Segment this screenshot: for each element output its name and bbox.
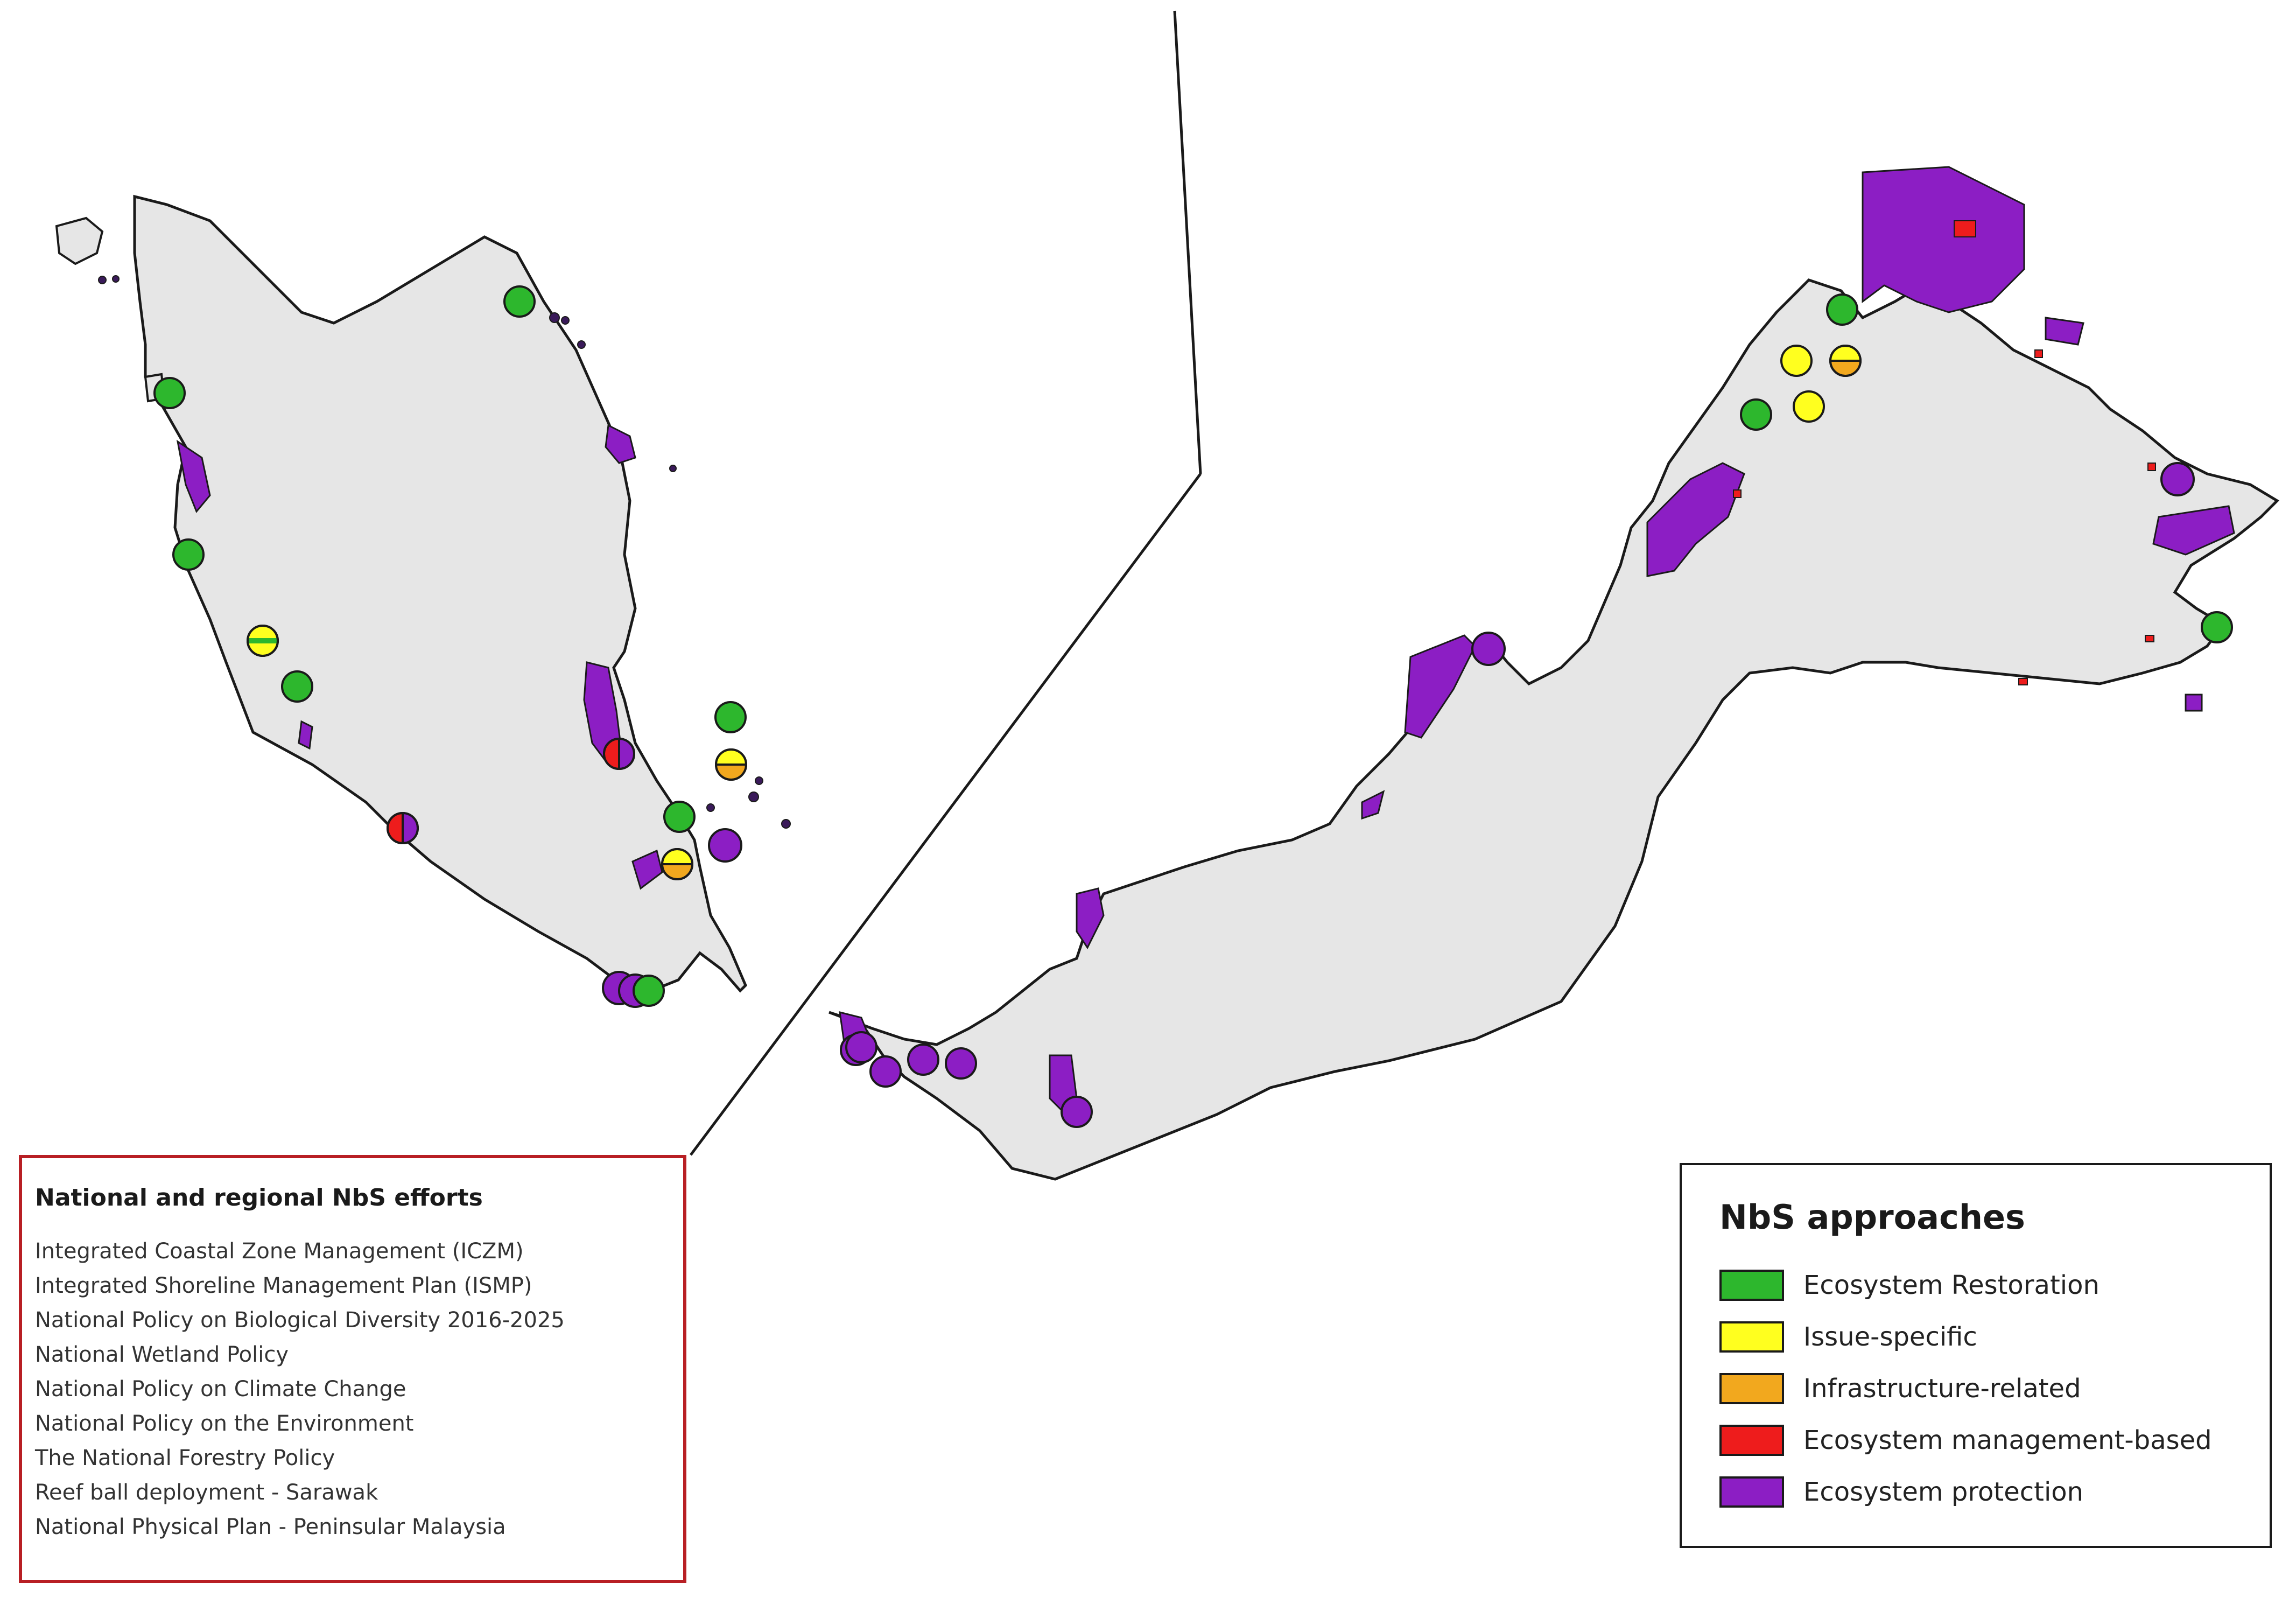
ecosystem-restoration-marker (714, 701, 747, 733)
nbs-effort-item: National Physical Plan - Peninsular Mala… (35, 1515, 506, 1539)
legend-item-ecosystem-management-based: Ecosystem management-based (1719, 1414, 2248, 1466)
protection-area (2152, 505, 2235, 556)
legend-swatch (1719, 1321, 1784, 1353)
legend-item-ecosystem-restoration: Ecosystem Restoration (1719, 1259, 2248, 1311)
borneo-malaysia-landmass (828, 278, 2280, 1181)
protection-area (1862, 166, 2025, 313)
management-spot (2018, 678, 2028, 685)
protection-area (176, 439, 211, 513)
legend-label: Issue-specific (1803, 1322, 1977, 1352)
divider-line-lower (689, 473, 1202, 1156)
legend-label: Ecosystem Restoration (1803, 1270, 2100, 1300)
langkawi-island (55, 216, 104, 265)
nbs-effort-item: The National Forestry Policy (35, 1446, 335, 1470)
ecosystem-restoration-marker (281, 670, 313, 703)
nbs-effort-item: National Wetland Policy (35, 1342, 289, 1367)
protection-area (605, 424, 636, 464)
islet (549, 312, 560, 323)
management-spot (1954, 220, 1976, 237)
legend-swatch (1719, 1425, 1784, 1456)
nbs-effort-item: National Policy on the Environment (35, 1411, 414, 1436)
management-protection-marker (603, 737, 635, 771)
ecosystem-restoration-marker (153, 377, 186, 409)
ecosystem-protection-marker (1061, 1096, 1093, 1128)
issue-infrastructure-marker (246, 625, 279, 657)
protection-area (2185, 694, 2203, 712)
legend-label: Infrastructure-related (1803, 1374, 2081, 1404)
nbs-effort-item: Integrated Coastal Zone Management (ICZM… (35, 1239, 524, 1264)
legend-swatch (1719, 1373, 1784, 1404)
protection-area (1076, 887, 1105, 949)
legend-item-infrastructure-related: Infrastructure-related (1719, 1363, 2248, 1414)
legend-title: NbS approaches (1719, 1197, 2025, 1237)
islet (755, 776, 763, 785)
issue-infrastructure-marker (1829, 345, 1862, 377)
islet (706, 803, 715, 812)
management-spot (2145, 635, 2154, 642)
protection-area (2045, 317, 2084, 346)
ecosystem-restoration-marker (1740, 398, 1772, 431)
legend: NbS approaches Ecosystem Restoration Iss… (1680, 1163, 2272, 1548)
management-protection-marker (387, 811, 419, 845)
protection-area (298, 720, 313, 750)
islet (98, 276, 107, 284)
legend-label: Ecosystem management-based (1803, 1425, 2212, 1455)
protection-area (1404, 634, 1476, 739)
ecosystem-restoration-marker (172, 538, 205, 571)
islet (561, 316, 570, 325)
nbs-effort-item: National Policy on Biological Diversity … (35, 1308, 565, 1333)
legend-item-ecosystem-protection: Ecosystem protection (1719, 1466, 2248, 1518)
legend-swatch (1719, 1270, 1784, 1301)
nbs-efforts-list: Integrated Coastal Zone Management (ICZM… (35, 1234, 667, 1544)
legend-item-issue-specific: Issue-specific (1719, 1311, 2248, 1363)
protection-area (1361, 790, 1385, 820)
borneo-markers (840, 293, 2233, 1128)
islet (748, 792, 759, 802)
management-spot (2147, 463, 2156, 471)
ecosystem-restoration-marker (2201, 611, 2233, 643)
islet (577, 340, 586, 349)
ecosystem-restoration-marker (503, 285, 536, 318)
islet (669, 465, 677, 472)
ecosystem-protection-areas (176, 166, 2235, 1116)
ecosystem-protection-marker (2160, 462, 2195, 496)
ecosystem-restoration-marker (1826, 293, 1858, 326)
nbs-effort-item: Reef ball deployment - Sarawak (35, 1480, 378, 1505)
legend-label: Ecosystem protection (1803, 1477, 2084, 1507)
nbs-effort-item: National Policy on Climate Change (35, 1377, 406, 1402)
management-spot (1733, 489, 1742, 498)
ecosystem-protection-marker (907, 1043, 939, 1076)
islet (781, 819, 791, 829)
purple-islets (98, 275, 791, 829)
nbs-effort-item: Integrated Shoreline Management Plan (IS… (35, 1273, 532, 1298)
ecosystem-restoration-marker (633, 975, 665, 1007)
ecosystem-protection-marker (869, 1055, 902, 1088)
issue-specific-marker (1793, 390, 1825, 423)
protection-area (631, 849, 663, 890)
ecosystem-protection-marker (708, 828, 742, 863)
ecosystem-protection-marker (845, 1031, 877, 1063)
issue-infrastructure-marker (661, 848, 694, 880)
management-spot (2034, 349, 2043, 358)
divider-line-upper (1173, 10, 1202, 474)
peninsular-markers (153, 285, 748, 1008)
issue-specific-marker (1780, 345, 1813, 377)
islet (112, 275, 120, 283)
ecosystem-restoration-marker (663, 801, 696, 833)
ecosystem-protection-marker (1471, 632, 1506, 666)
ecosystem-management-areas (1733, 220, 2156, 685)
nbs-efforts-title: National and regional NbS efforts (35, 1184, 483, 1211)
nbs-efforts-box: National and regional NbS efforts Integr… (19, 1155, 686, 1583)
ecosystem-protection-marker (945, 1047, 977, 1080)
protection-area (1646, 462, 1745, 577)
issue-infrastructure-marker (714, 748, 748, 781)
legend-swatch (1719, 1476, 1784, 1508)
